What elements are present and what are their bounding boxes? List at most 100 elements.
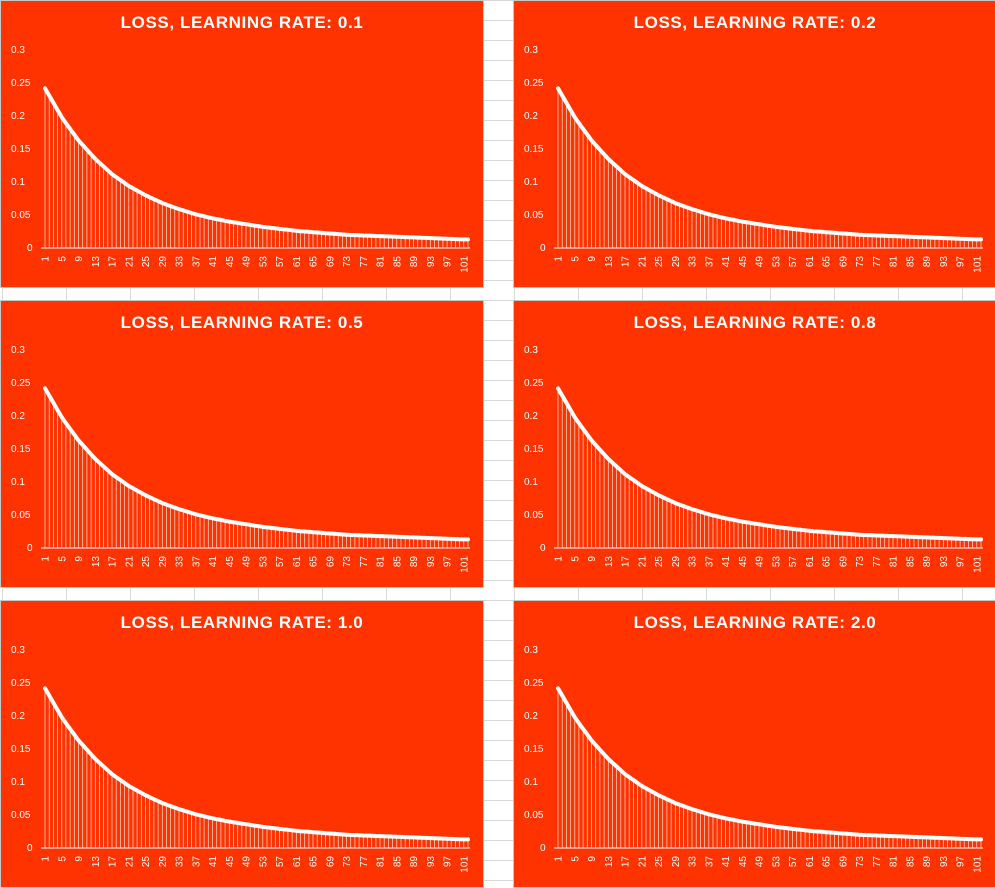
x-tick-label: 45 [738,556,749,568]
x-tick-label: 29 [158,556,169,568]
loss-series-line [43,86,470,242]
y-axis: 0.3 0.25 0.2 0.15 0.1 0.05 0 [11,345,33,554]
chart-lr-0-2[interactable]: LOSS, LEARNING RATE: 0.2 0.3 0.25 0.2 0.… [513,0,995,288]
y-tick-label: 0.15 [524,744,544,755]
x-tick-label: 45 [225,856,236,868]
chart-title: LOSS, LEARNING RATE: 2.0 [634,613,877,632]
y-tick-label: 0.2 [11,411,25,422]
x-tick-label: 25 [654,256,665,268]
x-tick-label: 97 [956,556,967,568]
y-tick-label: 0.1 [524,177,538,188]
chart-lr-1-0[interactable]: LOSS, LEARNING RATE: 1.0 0.3 0.25 0.2 0.… [0,600,484,888]
y-tick-label: 0.3 [524,645,538,656]
x-tick-label: 69 [838,856,849,868]
x-tick-label: 69 [838,556,849,568]
x-axis: 1 5 9 13 17 21 25 29 33 37 41 45 49 53 57 61 65 69 73 77 81 8… [41,556,471,573]
x-tick-label: 49 [242,556,253,568]
x-tick-label: 53 [771,856,782,868]
x-tick-label: 85 [905,556,916,568]
x-tick-label: 69 [325,556,336,568]
x-tick-label: 45 [738,256,749,268]
y-tick-label: 0.25 [11,378,31,389]
chart-title: LOSS, LEARNING RATE: 0.1 [121,13,364,32]
y-axis: 0.3 0.25 0.2 0.15 0.1 0.05 0 [524,345,546,554]
y-tick-label: 0.3 [11,645,25,656]
loss-series-line [43,686,470,842]
x-tick-label: 85 [905,256,916,268]
x-axis: 1 5 9 13 17 21 25 29 33 37 41 45 49 53 57 61 65 69 73 77 81 8… [554,256,984,273]
x-tick-label: 41 [208,256,219,268]
x-tick-label: 85 [392,556,403,568]
x-tick-label: 61 [292,556,303,568]
x-tick-label: 37 [191,856,202,868]
x-tick-label: 49 [755,556,766,568]
x-tick-label: 81 [889,256,900,268]
y-tick-label: 0 [27,843,33,854]
loss-series-line [556,86,983,242]
y-tick-label: 0.05 [11,510,31,521]
chart-svg: LOSS, LEARNING RATE: 0.2 0.3 0.25 0.2 0.… [524,13,984,273]
x-tick-label: 45 [738,856,749,868]
x-tick-label: 53 [258,556,269,568]
x-tick-label: 89 [922,256,933,268]
y-axis: 0.3 0.25 0.2 0.15 0.1 0.05 0 [11,45,33,254]
x-tick-label: 69 [325,856,336,868]
y-tick-label: 0.15 [524,144,544,155]
y-tick-label: 0.1 [524,777,538,788]
x-tick-label: 97 [443,556,454,568]
y-tick-label: 0.15 [11,444,31,455]
x-tick-label: 85 [392,256,403,268]
x-tick-label: 89 [922,556,933,568]
x-tick-label: 101 [972,256,983,273]
chart-lr-0-1[interactable]: LOSS, LEARNING RATE: 0.1 0.3 0.25 0.2 0.… [0,0,484,288]
x-tick-label: 101 [459,256,470,273]
y-tick-label: 0 [540,543,546,554]
x-tick-label: 33 [688,256,699,268]
x-tick-label: 49 [242,856,253,868]
y-axis: 0.3 0.25 0.2 0.15 0.1 0.05 0 [524,45,546,254]
x-tick-label: 9 [74,856,85,862]
x-tick-label: 1 [41,556,52,562]
x-tick-label: 33 [688,856,699,868]
x-tick-label: 53 [771,256,782,268]
x-tick-label: 57 [275,556,286,568]
plot-area [41,86,470,249]
x-tick-label: 57 [788,256,799,268]
x-tick-label: 81 [889,556,900,568]
plot-area [554,686,983,849]
x-tick-label: 33 [175,256,186,268]
x-tick-label: 93 [426,556,437,568]
x-tick-label: 9 [587,556,598,562]
loss-series-line [556,686,983,842]
x-tick-label: 61 [805,556,816,568]
x-tick-label: 1 [41,856,52,862]
x-tick-label: 9 [587,256,598,262]
y-tick-label: 0.05 [11,810,31,821]
x-tick-label: 21 [124,256,135,268]
x-tick-label: 1 [554,256,565,262]
chart-lr-0-8[interactable]: LOSS, LEARNING RATE: 0.8 0.3 0.25 0.2 0.… [513,300,995,588]
x-tick-label: 25 [141,256,152,268]
y-tick-label: 0.25 [11,78,31,89]
chart-svg: LOSS, LEARNING RATE: 0.8 0.3 0.25 0.2 0.… [524,313,983,573]
x-tick-label: 69 [838,256,849,268]
x-tick-label: 33 [175,556,186,568]
x-tick-label: 1 [41,256,52,262]
chart-lr-2-0[interactable]: LOSS, LEARNING RATE: 2.0 0.3 0.25 0.2 0.… [513,600,995,888]
chart-svg: LOSS, LEARNING RATE: 1.0 0.3 0.25 0.2 0.… [11,613,470,873]
x-tick-label: 57 [788,856,799,868]
x-tick-label: 1 [554,556,565,562]
x-tick-label: 89 [409,856,420,868]
x-tick-label: 61 [292,856,303,868]
x-tick-label: 77 [872,556,883,568]
x-tick-label: 97 [443,856,454,868]
x-tick-label: 29 [671,556,682,568]
x-tick-label: 9 [74,256,85,262]
y-tick-label: 0.25 [11,678,31,689]
x-tick-label: 49 [755,856,766,868]
y-tick-label: 0.25 [524,378,544,389]
chart-lr-0-5[interactable]: LOSS, LEARNING RATE: 0.5 0.3 0.25 0.2 0.… [0,300,484,588]
x-tick-label: 33 [175,856,186,868]
x-tick-label: 73 [342,856,353,868]
x-tick-label: 5 [570,856,581,862]
